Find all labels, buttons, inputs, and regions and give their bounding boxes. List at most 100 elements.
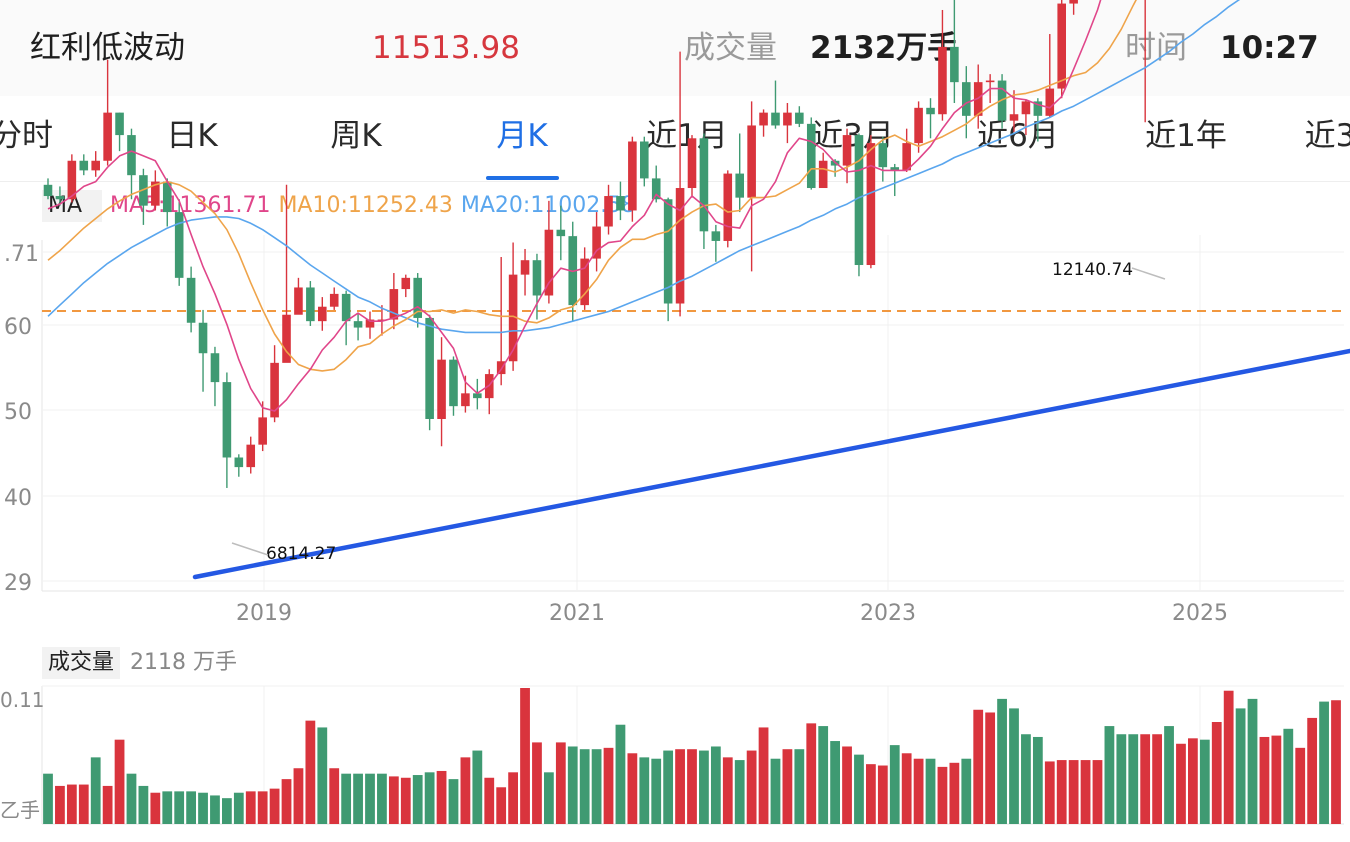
volume-bar xyxy=(615,724,626,824)
candle xyxy=(771,80,780,129)
candle-body xyxy=(675,188,685,304)
ma10-line xyxy=(47,0,1137,372)
candle-body xyxy=(580,258,589,306)
tab-1-month[interactable]: 近1月 xyxy=(646,118,728,154)
candle xyxy=(186,266,196,333)
volume-bar xyxy=(186,791,197,824)
volume-bar xyxy=(1152,734,1163,824)
volume-legend-tag[interactable]: 成交量 xyxy=(42,647,121,679)
candle xyxy=(484,369,494,415)
volume-bar xyxy=(55,785,65,824)
volume-bar xyxy=(997,698,1007,824)
ma-legend-tag[interactable]: MA xyxy=(42,190,103,222)
y-tick-label: 50 xyxy=(4,400,32,425)
candle xyxy=(329,287,339,310)
volume-bar xyxy=(1259,736,1270,824)
volume-bar xyxy=(329,768,340,824)
volume-value: 2132万手 xyxy=(810,30,959,66)
volume-bar xyxy=(1235,708,1246,824)
candle-body xyxy=(985,80,995,83)
volume-bar xyxy=(1104,726,1115,824)
candle xyxy=(55,186,65,206)
candle-body xyxy=(318,306,327,322)
candle-body xyxy=(365,319,375,328)
volume-bar xyxy=(484,777,495,824)
tab-3-years[interactable]: 近3 xyxy=(1304,118,1350,154)
volume-bar xyxy=(1068,760,1079,824)
candle xyxy=(914,101,923,153)
candle xyxy=(222,372,232,488)
volume-bar xyxy=(1211,722,1222,824)
candle xyxy=(866,135,876,269)
index-price: 11513.98 xyxy=(372,30,520,66)
candle xyxy=(425,314,434,431)
candle xyxy=(616,181,625,221)
candle xyxy=(687,135,697,198)
volume-bar xyxy=(1140,734,1151,824)
candle-body xyxy=(532,260,542,296)
volume-bar xyxy=(663,750,674,824)
volume-bar xyxy=(305,720,316,824)
volume-bar xyxy=(293,768,304,824)
candle xyxy=(43,178,53,200)
tab-intraday[interactable]: 分时 xyxy=(0,118,53,154)
volume-bar xyxy=(532,742,542,824)
candle xyxy=(699,133,709,249)
candle-body xyxy=(890,167,900,171)
candle xyxy=(842,128,852,184)
candle xyxy=(389,273,399,330)
candle xyxy=(139,168,148,225)
volume-bar xyxy=(90,757,101,824)
tab-daily-k[interactable]: 日K xyxy=(166,118,218,154)
candle-body xyxy=(270,362,279,418)
candle xyxy=(270,345,279,423)
candle-body xyxy=(294,287,303,315)
candle-body xyxy=(938,46,947,115)
volume-bar xyxy=(830,741,841,824)
candle xyxy=(1144,0,1146,123)
volume-bars-layer xyxy=(43,688,1341,824)
max-price-annotation: 12140.74 xyxy=(1052,260,1133,280)
candle-body xyxy=(186,277,196,323)
candle-body xyxy=(806,123,816,189)
volume-bar xyxy=(150,792,161,824)
candle-body xyxy=(341,293,351,322)
candle-body xyxy=(866,143,876,266)
tab-monthly-k[interactable]: 月K xyxy=(496,118,548,154)
volume-bar xyxy=(1092,760,1103,824)
candle-body xyxy=(747,125,756,198)
y-tick-label: 29 xyxy=(4,571,32,596)
volume-bar xyxy=(317,727,328,824)
candle-body xyxy=(818,160,828,189)
tab-weekly-k[interactable]: 周K xyxy=(330,118,382,154)
candle-body xyxy=(878,143,888,168)
volume-legend-value: 2118 万手 xyxy=(130,650,237,675)
tab-1-year[interactable]: 近1年 xyxy=(1145,118,1227,154)
quote-header: 红利低波动 11513.98 成交量 2132万手 时间 10:27 xyxy=(0,0,1350,96)
volume-bar xyxy=(675,749,685,824)
candle xyxy=(735,133,744,213)
candle xyxy=(783,103,792,144)
candle-body xyxy=(306,287,315,322)
candle xyxy=(234,454,244,477)
volume-bar xyxy=(1116,734,1127,824)
tab-6-months[interactable]: 近6月 xyxy=(977,118,1059,154)
candle-body xyxy=(520,260,530,275)
candle-body xyxy=(91,160,100,171)
volume-bar xyxy=(877,765,888,824)
candle-body xyxy=(437,359,446,419)
x-tick-label: 2025 xyxy=(1172,601,1228,626)
candle xyxy=(198,309,208,392)
candle-body xyxy=(651,178,661,200)
candle-body xyxy=(604,196,613,227)
active-tab-indicator xyxy=(486,176,559,180)
volume-bar xyxy=(746,750,757,824)
volume-bar xyxy=(1199,739,1210,824)
candle xyxy=(520,248,530,296)
volume-bar xyxy=(1247,698,1258,824)
ma-lines-layer xyxy=(47,0,1241,412)
candle-body xyxy=(1021,101,1031,115)
volume-bar xyxy=(448,779,459,824)
candle xyxy=(711,224,721,262)
